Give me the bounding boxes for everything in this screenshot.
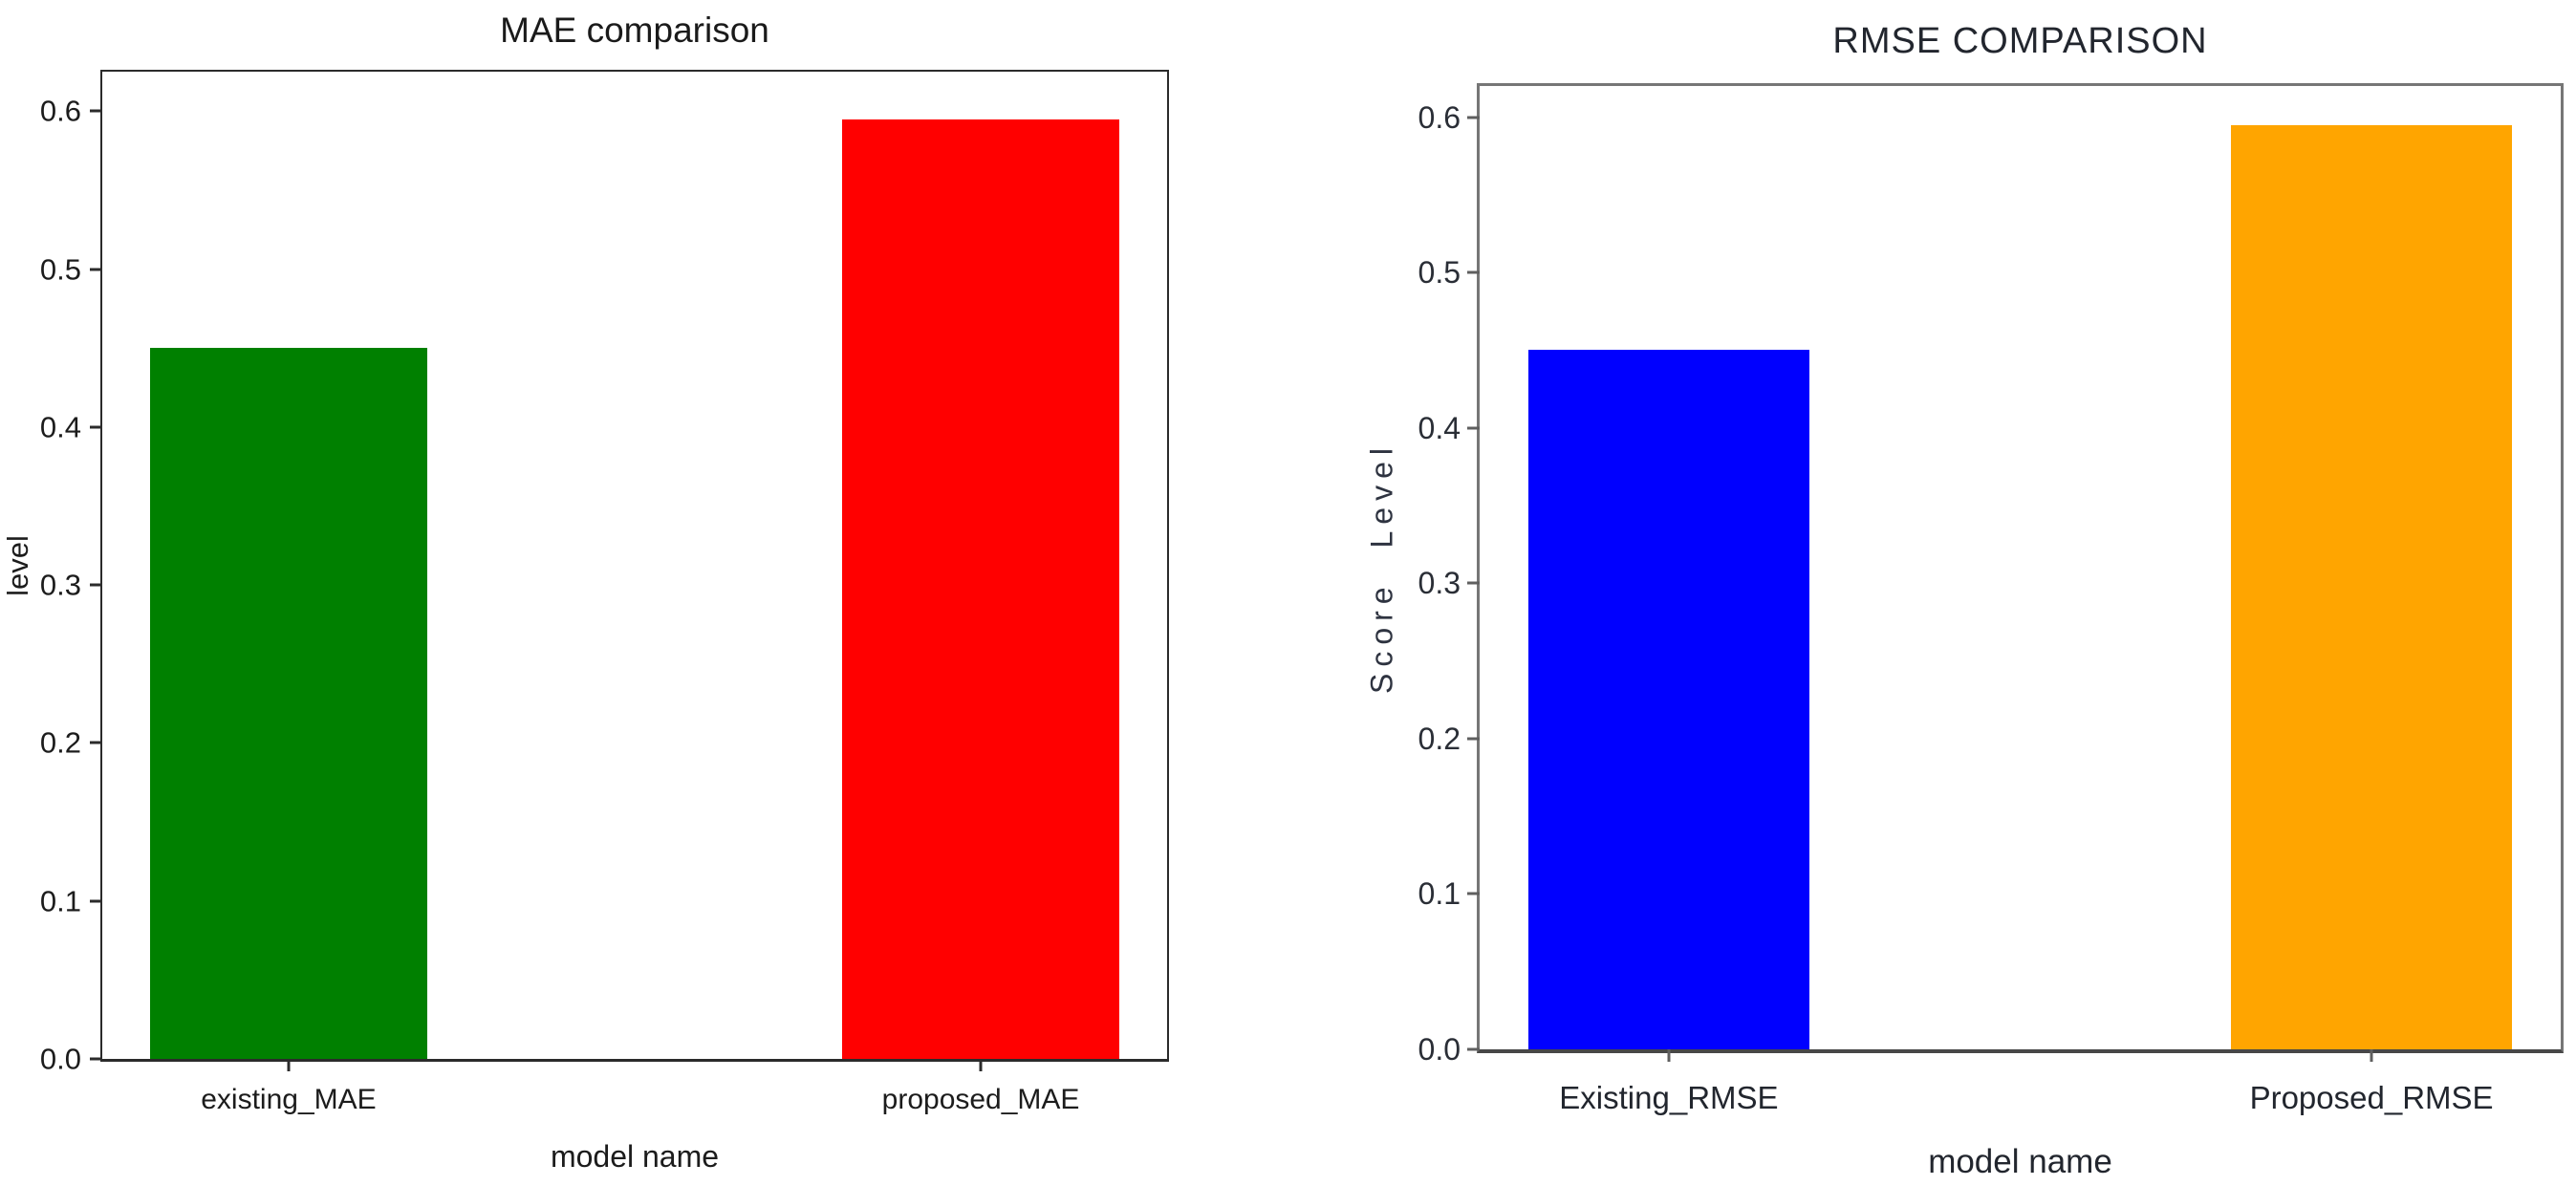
rmse-comparison-chart: RMSE COMPARISON Score Level model name 0… xyxy=(1365,21,2564,1180)
y-axis-label: Score Level xyxy=(1364,442,1399,694)
bar-existing_MAE xyxy=(150,348,427,1059)
y-tick-label: 0.6 xyxy=(1418,99,1461,135)
y-tick-mark xyxy=(1467,1047,1480,1051)
y-axis-label: level xyxy=(1,534,34,596)
y-tick-mark xyxy=(1467,892,1480,895)
x-axis-label: model name xyxy=(550,1139,720,1174)
y-tick-mark xyxy=(1467,426,1480,430)
y-tick-label: 0.5 xyxy=(1418,255,1461,291)
y-tick-label: 0.2 xyxy=(1418,721,1461,756)
x-tick-label: existing_MAE xyxy=(201,1084,377,1115)
x-axis-label: model name xyxy=(1928,1143,2112,1180)
bar-proposed_MAE xyxy=(842,119,1119,1059)
x-tick-mark xyxy=(2370,1049,2373,1062)
bar-Proposed_RMSE xyxy=(2231,124,2513,1049)
y-tick-label: 0.3 xyxy=(1418,566,1461,601)
bar-Existing_RMSE xyxy=(1527,350,1809,1049)
y-tick-label: 0.1 xyxy=(1418,876,1461,912)
y-tick-mark xyxy=(90,109,102,113)
y-tick-mark xyxy=(90,1057,102,1061)
x-tick-label: Proposed_RMSE xyxy=(2249,1080,2494,1115)
chart-title: RMSE COMPARISON xyxy=(1832,21,2208,61)
y-tick-mark xyxy=(1467,737,1480,741)
y-tick-label: 0.2 xyxy=(39,725,81,760)
x-tick-label: proposed_MAE xyxy=(881,1084,1080,1115)
mae-comparison-chart: MAE comparison level model name 0.0 0.1 0.… xyxy=(1,11,1169,1174)
y-tick-mark xyxy=(1467,116,1480,119)
x-tick-mark xyxy=(287,1059,291,1071)
y-tick-mark xyxy=(1467,270,1480,274)
y-tick-mark xyxy=(90,741,102,744)
y-tick-label: 0.0 xyxy=(39,1042,81,1076)
x-tick-mark xyxy=(1667,1049,1671,1062)
x-tick-mark xyxy=(979,1059,983,1071)
y-tick-mark xyxy=(90,583,102,587)
y-tick-label: 0.6 xyxy=(39,94,81,128)
x-tick-label: Existing_RMSE xyxy=(1559,1080,1779,1115)
y-tick-label: 0.4 xyxy=(39,410,81,444)
y-tick-label: 0.5 xyxy=(39,252,81,287)
y-tick-label: 0.0 xyxy=(1418,1032,1461,1067)
y-tick-label: 0.4 xyxy=(1418,410,1461,445)
y-tick-mark xyxy=(90,268,102,271)
y-tick-mark xyxy=(90,425,102,429)
chart-title: MAE comparison xyxy=(500,11,769,50)
y-tick-label: 0.3 xyxy=(39,568,81,602)
y-tick-mark xyxy=(1467,581,1480,585)
y-tick-label: 0.1 xyxy=(39,884,81,918)
y-tick-mark xyxy=(90,899,102,903)
